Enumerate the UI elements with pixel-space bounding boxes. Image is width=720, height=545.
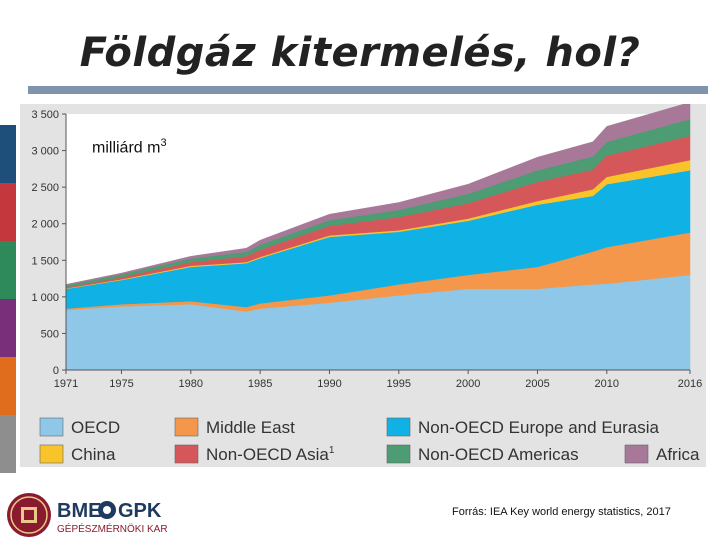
university-seal-icon [7,493,51,537]
x-tick-label: 2016 [678,378,702,390]
x-tick-label: 1995 [387,378,411,390]
unit-label: milliárd m3 [92,137,167,157]
axes-group: 0 500 1 000 1 500 2 000 2 500 3 000 3 500 1971 19… [31,109,702,390]
legend-swatch [386,417,411,437]
legend-label: Africa [656,445,700,464]
legend-label: China [71,445,116,464]
legend-swatch [624,444,649,464]
side-strip-segment [0,299,16,357]
area-africa [65,101,691,286]
side-strip-segment [0,125,16,183]
gear-icon [98,501,116,519]
x-tick-label: 2000 [456,378,480,390]
x-tick-label: 1990 [317,378,341,390]
title-underline-bar [28,86,708,94]
side-strip-segment [0,241,16,299]
legend-item-non-oecd-europe-and-eurasia: Non-OECD Europe and Eurasia [386,417,660,437]
legend-swatch [386,444,411,464]
x-tick-label: 2005 [525,378,549,390]
y-tick-label: 1 000 [31,292,59,304]
y-tick-label: 3 000 [31,146,59,158]
logo-name-right: GPK [118,500,162,522]
x-tick-label: 1980 [179,378,203,390]
x-tick-label: 2010 [595,378,619,390]
legend-swatch [174,417,199,437]
side-strip-segment [0,357,16,415]
bme-gpk-logo: BME GPK GÉPÉSZMÉRNÖKI KAR [5,490,235,540]
side-strip-segment [0,415,16,473]
legend-swatch [174,444,199,464]
y-tick-label: 1 500 [31,255,59,267]
y-tick-label: 0 [53,365,59,377]
stacked-area-chart: 0 500 1 000 1 500 2 000 2 500 3 000 3 500 1971 19… [20,101,706,467]
slide-title: Földgáz kitermelés, hol? [79,30,641,76]
source-note: Forrás: IEA Key world energy statistics,… [452,506,671,518]
legend-item-oecd: OECD [39,417,120,437]
chart-panel: 0 500 1 000 1 500 2 000 2 500 3 000 3 500 1971 19… [20,101,706,467]
legend-item-middle-east: Middle East [174,417,295,437]
legend-item-africa: Africa [624,444,700,464]
legend-label: Non-OECD Europe and Eurasia [418,418,660,437]
area-series-group [65,101,691,371]
legend-label: Non-OECD Asia1 [206,445,335,464]
unit-label-text: milliárd m [92,139,161,157]
x-tick-label: 1975 [109,378,133,390]
legend-item-china: China [39,444,116,464]
legend-item-non-oecd-americas: Non-OECD Americas [386,444,579,464]
y-tick-label: 500 [41,328,59,340]
legend-label: OECD [71,418,120,437]
logo-subtitle: GÉPÉSZMÉRNÖKI KAR [57,522,168,535]
legend-label: Non-OECD Americas [418,445,579,464]
legend-swatch [39,417,64,437]
logo-name-left: BME [57,500,101,522]
legend-swatch [39,444,64,464]
legend-label: Middle East [206,418,295,437]
y-tick-label: 2 000 [31,219,59,231]
x-tick-label: 1971 [54,378,78,390]
legend: OECD China Middle East Non-OECD Asia1 Non-OE… [39,417,700,464]
y-tick-label: 3 500 [31,109,59,121]
side-strip-segment [0,183,16,241]
y-tick-label: 2 500 [31,182,59,194]
legend-item-non-oecd-asia: Non-OECD Asia1 [174,444,335,464]
unit-label-superscript: 3 [160,137,167,149]
x-tick-label: 1985 [248,378,272,390]
